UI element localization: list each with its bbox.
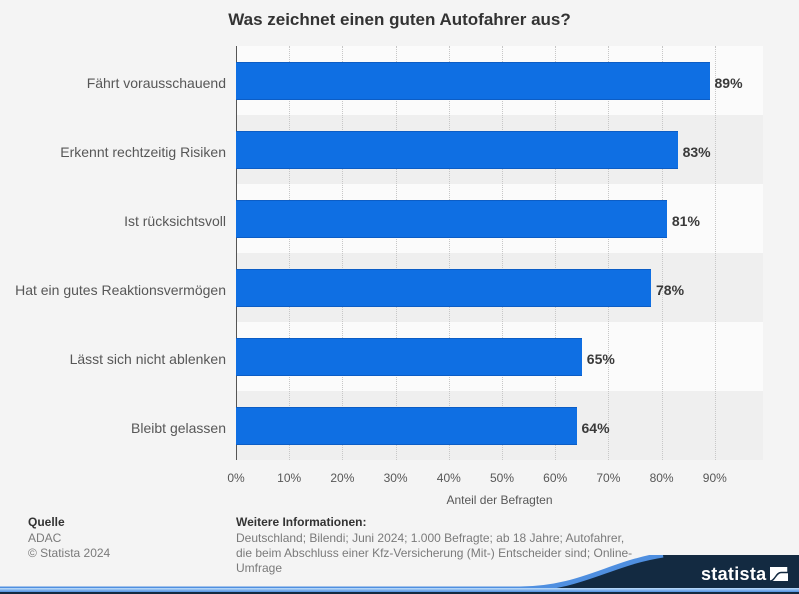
svg-text:statista: statista bbox=[701, 564, 767, 584]
